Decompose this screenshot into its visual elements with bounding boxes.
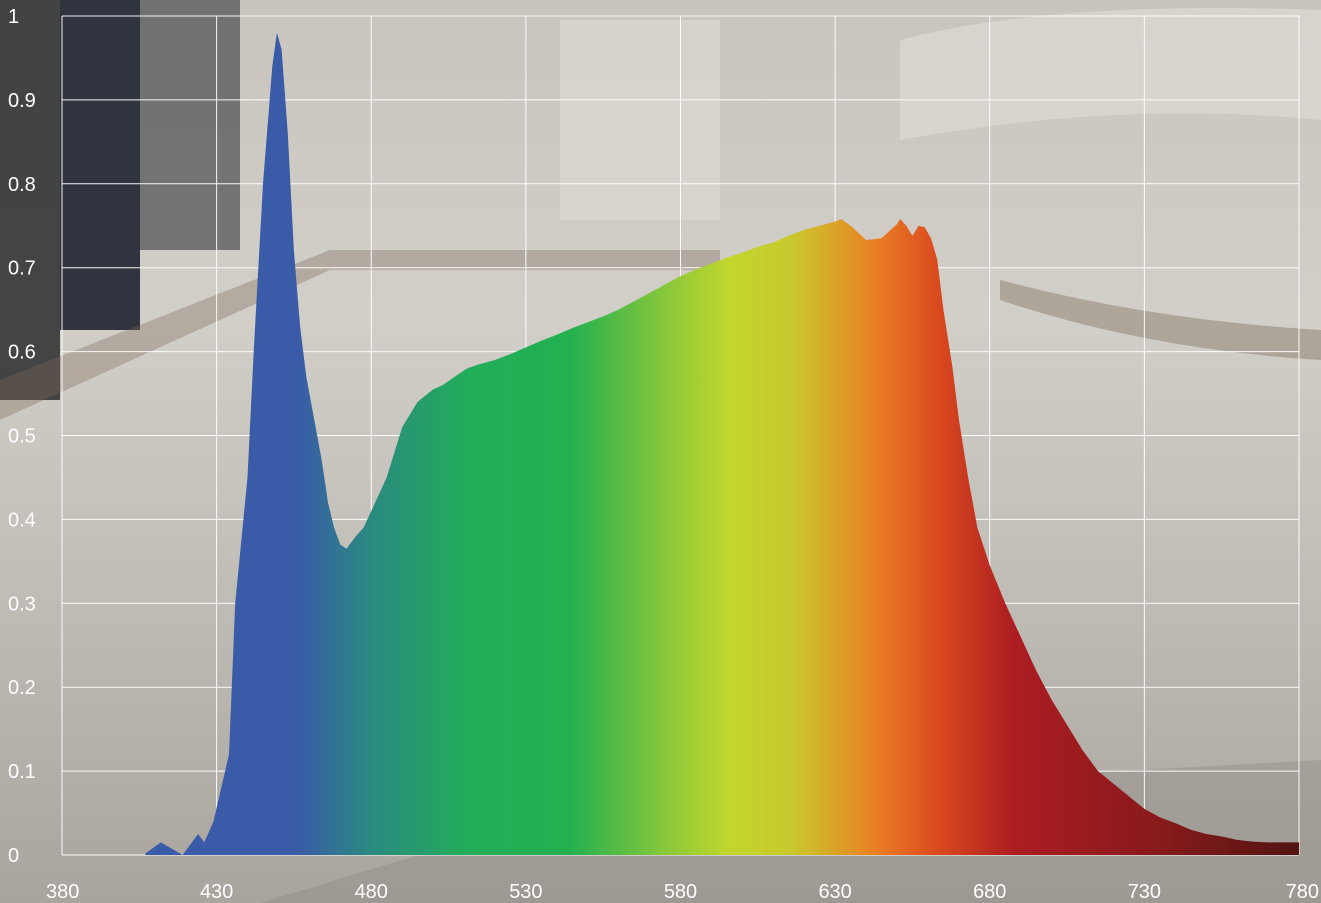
y-axis-ticks: 0 0.1 0.2 0.3 0.4 0.5 0.6 0.7 0.8 0.9 1 bbox=[8, 6, 36, 867]
x-tick-label: 630 bbox=[818, 881, 851, 903]
y-tick-label: 0.5 bbox=[8, 426, 36, 448]
y-tick-label: 0 bbox=[8, 845, 19, 867]
spectrum-area bbox=[145, 32, 1299, 856]
x-axis-ticks: 380 430 480 530 580 630 680 730 780 bbox=[46, 881, 1319, 903]
x-tick-label: 430 bbox=[200, 881, 233, 903]
y-tick-label: 1 bbox=[8, 6, 19, 28]
x-tick-label: 530 bbox=[509, 881, 542, 903]
y-tick-label: 0.3 bbox=[8, 593, 36, 615]
y-tick-label: 0.9 bbox=[8, 90, 36, 112]
x-tick-label: 480 bbox=[355, 881, 388, 903]
y-tick-label: 0.4 bbox=[8, 509, 36, 531]
y-tick-label: 0.6 bbox=[8, 342, 36, 364]
x-tick-label: 380 bbox=[46, 881, 79, 903]
y-tick-label: 0.8 bbox=[8, 174, 36, 196]
x-tick-label: 580 bbox=[664, 881, 697, 903]
x-tick-label: 780 bbox=[1286, 881, 1319, 903]
y-tick-label: 0.1 bbox=[8, 761, 36, 783]
y-tick-label: 0.7 bbox=[8, 258, 36, 280]
x-tick-label: 730 bbox=[1128, 881, 1161, 903]
x-tick-label: 680 bbox=[973, 881, 1006, 903]
y-tick-label: 0.2 bbox=[8, 677, 36, 699]
